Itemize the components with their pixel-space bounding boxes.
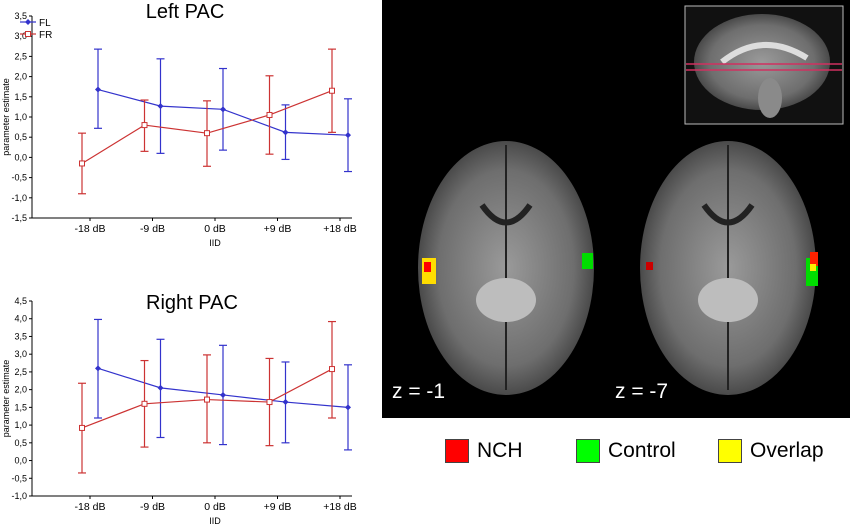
point-FL [95,365,101,372]
x-tick-label: +9 dB [264,223,292,235]
legend-marker-FL [25,19,31,25]
x-tick-label: 0 dB [204,223,226,235]
y-tick-label: 2,5 [14,367,27,377]
y-tick-label: -1,0 [11,193,27,203]
point-FR [329,366,335,373]
thalamus-2 [698,278,758,322]
point-FR [204,396,210,403]
y-tick-label: 2,0 [14,72,27,82]
legend-item-control: Control [576,438,676,464]
y-tick-label: 3,0 [14,349,27,359]
point-FL [157,384,164,391]
legend-item-overlap: Overlap [718,438,824,464]
brainstem [758,78,782,118]
sagittal-brain [694,14,830,110]
y-tick-label: -1,5 [11,213,27,223]
chart-title: Left PAC [146,1,225,23]
legend-label-control: Control [608,439,676,462]
slice-label-2: z = -7 [615,380,669,403]
y-tick-label: 1,5 [14,402,27,412]
y-tick-label: 3,5 [14,331,27,341]
point-FR [204,130,210,137]
y-tick-label: -0,5 [11,173,27,183]
y-tick-label: 2,0 [14,385,27,395]
slice-label-1: z = -1 [392,380,446,403]
point-FL [220,391,226,398]
legend-label-overlap: Overlap [750,439,824,462]
x-axis-label: IID [209,516,221,526]
y-axis-label: parameter estimate [1,78,11,156]
point-FR [329,87,335,94]
y-tick-label: 0,5 [14,132,27,142]
brain-image-panel: z = -1 z = -7 [382,0,850,418]
y-tick-label: 4,0 [14,314,27,324]
axial-slice-1 [418,141,594,395]
legend-swatch-overlap [718,439,742,463]
legend-label-nch: NCH [477,439,523,462]
left-pac-chart: Left PAC -1,5 -1,0 -0,5 0,0 0,5 1,0 1,5 2,0 2,5 3,… [1,1,357,248]
y-tick-label: 0,0 [14,456,27,466]
activation-nch-1 [424,262,431,272]
legend-marker-FR [25,31,31,37]
y-tick-label: 0,0 [14,152,27,162]
x-tick-label: -9 dB [140,501,165,513]
y-tick-label: 1,5 [14,92,27,102]
legend-label-FR: FR [39,30,52,41]
x-axis-label: IID [209,238,221,248]
point-FR [266,399,273,406]
axial-slice-2 [640,141,818,395]
y-tick-label: 2,5 [14,51,27,61]
corpus-callosum [720,42,809,65]
y-tick-label: 0,5 [14,438,27,448]
x-tick-label: -9 dB [140,223,165,235]
x-tick-label: -18 dB [75,223,106,235]
brain-slices [418,5,844,395]
point-FL [345,404,351,411]
sagittal-inset [684,5,844,125]
y-tick-label: 1,0 [14,420,27,430]
y-tick-label: 1,0 [14,112,27,122]
x-tick-label: +18 dB [323,223,357,235]
point-FL [95,86,101,93]
legend-swatch-nch [445,439,469,463]
point-FL [157,103,164,110]
thalamus-1 [476,278,536,322]
y-tick-label: 4,5 [14,296,27,306]
y-tick-label: -0,5 [11,473,27,483]
activation-overlap-2 [810,264,816,271]
activation-nch-2b [810,252,818,266]
y-tick-label: -1,0 [11,491,27,501]
point-FR [266,111,273,118]
activation-control-1 [582,253,593,269]
x-tick-label: +18 dB [323,501,357,513]
y-axis-label: parameter estimate [1,360,11,438]
point-FL [220,106,226,113]
point-FR [79,424,85,431]
right-pac-chart: Right PAC -1,0 -0,5 0,0 0,5 1,0 1,5 2,0 2,5 3,0 3,… [1,292,357,526]
x-tick-label: -18 dB [75,501,106,513]
point-FR [141,400,148,407]
ventricles-1 [479,203,533,226]
chart-title: Right PAC [146,292,238,314]
legend-swatch-control [576,439,600,463]
point-FR [79,160,85,167]
activation-nch-2a [646,262,653,270]
x-tick-label: +9 dB [264,501,292,513]
x-tick-label: 0 dB [204,501,226,513]
point-FL [345,132,351,139]
legend-label-FL: FL [39,18,51,29]
legend-item-nch: NCH [445,438,523,464]
ventricles-2 [701,203,755,226]
point-FR [141,122,148,129]
point-FL [282,129,289,136]
charts-area: Left PAC -1,5 -1,0 -0,5 0,0 0,5 1,0 1,5 2,0 2,5 3,… [1,1,357,526]
activation-legend: NCH Control Overlap [382,418,850,532]
point-FL [282,399,289,406]
y-tick-label: 3,5 [14,11,27,21]
y-tick-label: 3,0 [14,31,27,41]
